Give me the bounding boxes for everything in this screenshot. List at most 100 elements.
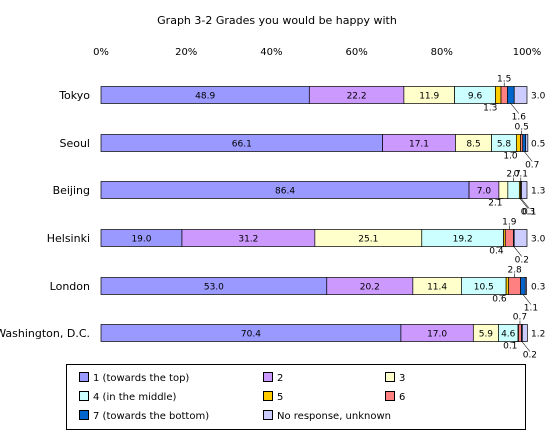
data-label: 5.9: [479, 330, 494, 340]
data-label: 22.2: [347, 92, 367, 102]
data-label: 0.4: [489, 247, 504, 257]
data-label: 0.1: [503, 342, 517, 352]
data-label: 25.1: [358, 235, 378, 245]
x-tick-label: 0%: [93, 47, 109, 58]
data-label: 11.4: [427, 283, 447, 293]
bar-segment: [525, 134, 529, 152]
data-label: 0.7: [513, 313, 527, 323]
category-label: Tokyo: [58, 89, 90, 102]
data-label-leader: [499, 294, 508, 296]
legend-swatch: [79, 372, 89, 382]
data-label: 1.1: [524, 304, 538, 314]
legend-label: 7 (towards the bottom): [93, 411, 210, 422]
category-label: Helsinki: [47, 232, 90, 245]
category-label: Seoul: [59, 137, 90, 150]
legend-swatch: [79, 391, 89, 401]
bar-segment: [520, 277, 526, 295]
x-tick-label: 100%: [513, 47, 542, 58]
legend-label: 1 (towards the top): [93, 373, 190, 384]
legend-entry: 6: [385, 391, 405, 404]
data-label: 19.2: [453, 235, 473, 245]
data-label: 2.1: [488, 199, 502, 209]
legend-entry: 2: [263, 372, 283, 385]
bar-segment: [507, 181, 520, 199]
data-label: 5.8: [497, 140, 512, 150]
data-label-leader: [496, 246, 505, 248]
bar-segment: [498, 181, 509, 199]
data-label: 0.1: [514, 170, 528, 180]
data-label: 10.5: [474, 283, 494, 293]
data-label: 0.7: [525, 161, 539, 171]
legend-swatch: [263, 391, 273, 401]
data-label: 1.0: [503, 152, 518, 162]
bar-segment: [515, 134, 521, 152]
chart-title: Graph 3-2 Grades you would be happy with: [157, 14, 397, 27]
category-label: London: [50, 280, 90, 293]
x-tick-label: 40%: [260, 47, 282, 58]
legend-label: 3: [399, 373, 406, 384]
data-label: 17.0: [427, 330, 447, 340]
bar-segment: [500, 86, 508, 104]
bar-segment: [521, 181, 528, 199]
category-label: Beijing: [53, 184, 90, 197]
legend-label: 4 (in the middle): [93, 392, 177, 403]
data-label: 1.6: [512, 113, 527, 123]
data-label: 48.9: [195, 92, 215, 102]
data-label: 1.5: [497, 75, 511, 85]
legend-entry: 3: [385, 372, 405, 385]
legend-entry: 4 (in the middle): [79, 391, 176, 404]
legend-entry: No response, unknown: [263, 410, 391, 423]
bar-segment: [495, 86, 502, 104]
data-label: 3.0: [531, 235, 546, 245]
bar-segment: [522, 134, 527, 152]
legend-entry: 1 (towards the top): [79, 372, 189, 385]
legend-label: 2: [277, 373, 284, 384]
data-label: 53.0: [204, 283, 224, 293]
data-label: 9.6: [468, 92, 483, 102]
data-label: 20.2: [360, 283, 380, 293]
data-label: 70.4: [241, 330, 261, 340]
data-label: 66.1: [232, 140, 252, 150]
x-tick-label: 80%: [431, 47, 453, 58]
data-label-leader: [523, 151, 533, 162]
data-label-leader: [513, 246, 523, 257]
bar-segment: [507, 86, 515, 104]
data-label: 7.0: [477, 187, 492, 197]
data-label: 8.5: [466, 140, 480, 150]
x-tick-label: 60%: [345, 47, 367, 58]
data-label: 0.2: [523, 351, 537, 361]
bar-segment: [504, 229, 514, 247]
data-label: 0.3: [531, 283, 545, 293]
data-label: 11.9: [419, 92, 439, 102]
data-label: 19.0: [131, 235, 151, 245]
data-label: 17.1: [409, 140, 429, 150]
data-label: 3.0: [531, 92, 546, 102]
data-label: 1.3: [531, 187, 545, 197]
legend-label: 6: [399, 392, 406, 403]
bar-segment: [524, 277, 527, 295]
data-label-leader: [521, 198, 530, 209]
data-label-leader: [510, 341, 519, 343]
data-label: 4.6: [501, 330, 516, 340]
data-label: 0.3: [521, 208, 535, 218]
data-label: 0.5: [531, 140, 545, 150]
bar-segment: [513, 86, 528, 104]
category-label: Washington, D.C.: [0, 327, 90, 340]
legend: 1 (towards the top) 2 3 4 (in the middle) 5 6…: [66, 364, 526, 430]
data-label: 2.7: [506, 170, 520, 180]
legend-entry: 5: [263, 391, 283, 404]
data-label: 1.3: [483, 104, 497, 114]
data-label-leader: [490, 103, 499, 105]
data-label-leader: [495, 198, 504, 200]
bar-segment: [518, 324, 522, 342]
data-label: 2.8: [507, 266, 522, 276]
data-label-leader: [510, 151, 519, 153]
legend-entry: 7 (towards the bottom): [79, 410, 209, 423]
data-label-leader: [510, 103, 520, 114]
data-label: 0.6: [492, 295, 507, 305]
legend-swatch: [263, 372, 273, 382]
legend-swatch: [79, 410, 89, 420]
data-label-leader: [521, 341, 531, 352]
bar-segment: [508, 277, 521, 295]
legend-swatch: [263, 410, 273, 420]
